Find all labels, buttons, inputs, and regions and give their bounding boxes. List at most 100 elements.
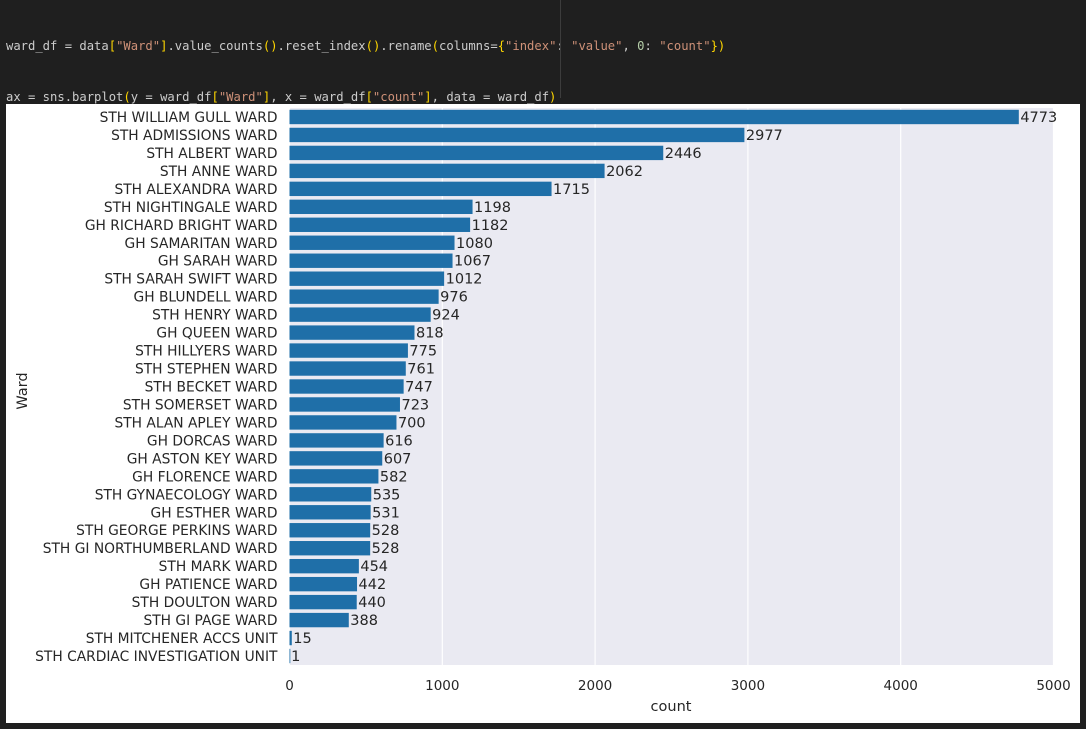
y-tick-label: STH SARAH SWIFT WARD <box>104 272 277 288</box>
bar <box>289 397 400 412</box>
bar-value-label: 1 <box>291 649 300 665</box>
bar <box>289 307 431 322</box>
y-tick-label: GH SAMARITAN WARD <box>125 236 278 252</box>
x-tick-label: 2000 <box>578 678 612 694</box>
bar-value-label: 1067 <box>454 254 491 270</box>
x-tick-label: 0 <box>285 678 294 694</box>
bar-chart: 4773 2977 2446 2062 1715 1198 1182 1080 1067 1012… <box>15 108 1071 715</box>
y-tick-label: STH BECKET WARD <box>145 380 278 396</box>
bar <box>289 289 439 304</box>
y-tick-label: STH ADMISSIONS WARD <box>111 128 277 144</box>
bar <box>289 469 379 484</box>
bar <box>289 648 291 664</box>
bar <box>289 505 371 520</box>
bar-value-label: 528 <box>372 523 400 539</box>
bar-value-label: 976 <box>440 290 468 306</box>
bar <box>289 343 408 358</box>
y-tick-label: STH HENRY WARD <box>152 308 277 324</box>
cell-output: 4773 2977 2446 2062 1715 1198 1182 1080 1067 1012… <box>6 104 1080 723</box>
bar <box>289 325 415 340</box>
code-cell[interactable]: ward_df = data["Ward"].value_counts().re… <box>0 0 1086 260</box>
bar <box>289 558 359 574</box>
y-tick-label: GH FLORENCE WARD <box>132 469 277 485</box>
y-tick-label: GH RICHARD BRIGHT WARD <box>85 218 278 234</box>
y-tick-label: STH WILLIAM GULL WARD <box>100 110 278 126</box>
bar <box>289 271 445 286</box>
bar-value-label: 616 <box>385 433 413 449</box>
bar <box>289 487 372 502</box>
y-tick-label: STH GYNAECOLOGY WARD <box>95 487 278 503</box>
y-tick-label: STH MARK WARD <box>159 559 278 575</box>
bar <box>289 127 745 143</box>
y-tick-label: GH SARAH WARD <box>158 254 278 270</box>
bar <box>289 523 371 538</box>
bar-value-label: 528 <box>372 541 400 557</box>
y-tick-label: STH GI NORTHUMBERLAND WARD <box>43 541 278 557</box>
bar <box>289 630 292 646</box>
x-tick-label: 1000 <box>425 678 459 694</box>
bar <box>289 415 397 430</box>
bar-value-label: 1182 <box>472 218 509 234</box>
y-axis-label: Ward <box>15 372 31 409</box>
bar-value-label: 607 <box>384 451 412 467</box>
y-tick-label: GH ESTHER WARD <box>151 505 278 521</box>
bar-value-label: 440 <box>358 595 386 611</box>
bar-value-label: 2446 <box>665 146 702 162</box>
y-tick-label: STH ALEXANDRA WARD <box>114 182 277 198</box>
bar <box>289 612 349 628</box>
code-line: ax = sns.barplot(y = ward_df["Ward"], x … <box>6 90 557 105</box>
bar-value-label: 15 <box>293 631 311 647</box>
bar-value-label: 582 <box>380 469 408 485</box>
bar <box>289 235 455 250</box>
code-line: ward_df = data["Ward"].value_counts().re… <box>6 38 726 53</box>
bar-value-label: 2977 <box>746 128 783 144</box>
y-tick-label: STH SOMERSET WARD <box>123 397 278 413</box>
bar-value-label: 4773 <box>1020 110 1057 126</box>
bar-value-label: 747 <box>405 380 433 396</box>
bar <box>289 109 1019 125</box>
x-axis-label: count <box>651 699 692 715</box>
y-tick-label: STH DOULTON WARD <box>132 595 278 611</box>
bar <box>289 181 552 197</box>
bar-value-label: 924 <box>432 308 460 324</box>
bar-labels: 4773 2977 2446 2062 1715 1198 1182 1080 1067 1012… <box>291 110 1057 665</box>
y-tick-label: STH MITCHENER ACCS UNIT <box>86 631 278 647</box>
y-tick-label: GH ASTON KEY WARD <box>127 451 278 467</box>
bar <box>289 451 383 466</box>
bar-value-label: 818 <box>416 326 444 342</box>
y-tick-label: STH NIGHTINGALE WARD <box>104 200 278 216</box>
y-tick-label: GH QUEEN WARD <box>156 326 277 342</box>
x-tick-labels: 0 1000 2000 3000 4000 5000 <box>285 678 1070 694</box>
y-tick-label: STH ALAN APLEY WARD <box>114 415 277 431</box>
bar <box>289 253 453 268</box>
bar-value-label: 388 <box>350 613 378 629</box>
bar-value-label: 535 <box>373 487 401 503</box>
bar-value-label: 700 <box>398 415 426 431</box>
bar <box>289 217 471 232</box>
bar <box>289 541 371 556</box>
bar-value-label: 1715 <box>553 182 590 198</box>
cell-divider <box>560 0 561 98</box>
y-tick-label: STH GI PAGE WARD <box>143 613 277 629</box>
bar-value-label: 775 <box>409 344 437 360</box>
bars <box>289 109 1019 664</box>
y-tick-label: STH STEPHEN WARD <box>135 362 278 378</box>
y-tick-labels: STH WILLIAM GULL WARD STH ADMISSIONS WARD… <box>35 110 278 665</box>
bar-value-label: 1198 <box>474 200 511 216</box>
y-tick-label: STH CARDIAC INVESTIGATION UNIT <box>35 649 278 665</box>
bar-value-label: 454 <box>360 559 388 575</box>
bar <box>289 576 358 592</box>
bar <box>289 361 406 376</box>
bar-value-label: 1012 <box>446 272 483 288</box>
bar <box>289 199 473 215</box>
x-tick-label: 5000 <box>1036 678 1070 694</box>
bar <box>289 433 384 448</box>
bar <box>289 379 404 394</box>
bar-value-label: 2062 <box>606 164 643 180</box>
y-tick-label: GH BLUNDELL WARD <box>134 290 278 306</box>
bar <box>289 594 357 610</box>
x-tick-label: 3000 <box>731 678 765 694</box>
bar <box>289 145 664 161</box>
y-tick-label: STH ALBERT WARD <box>146 146 277 162</box>
x-tick-label: 4000 <box>884 678 918 694</box>
